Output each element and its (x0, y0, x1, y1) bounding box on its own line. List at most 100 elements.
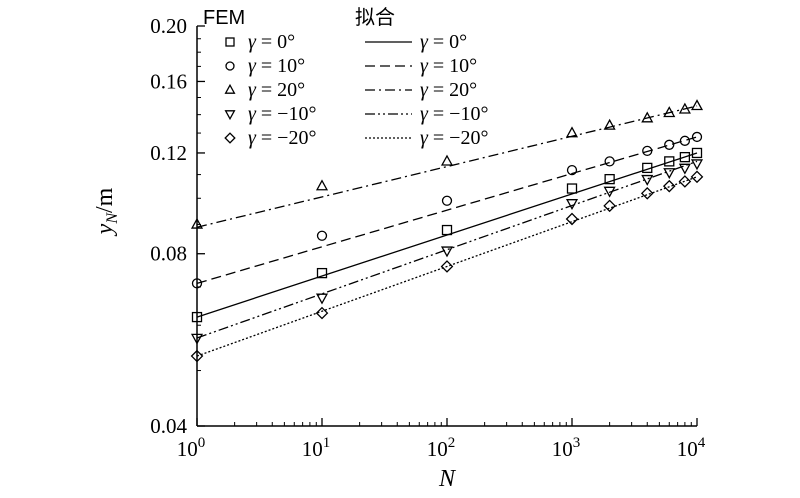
legend-value: = 10° (428, 55, 477, 77)
marker-square (642, 162, 653, 174)
marker-circle (642, 145, 653, 157)
x-tick-exponent: 3 (573, 435, 581, 451)
y-axis-title-unit: /m (92, 187, 118, 213)
legend-gamma: γ (420, 103, 429, 125)
marker-triangle-down (190, 333, 204, 345)
marker-triangle-down (315, 293, 329, 305)
y-tick-label: 0.12 (150, 141, 187, 165)
marker-diamond (678, 175, 692, 188)
fit-line-1 (196, 136, 698, 285)
marker-triangle-up (678, 102, 691, 114)
x-tick-exponent: 0 (198, 435, 206, 451)
marker-triangle-up (565, 126, 579, 138)
y-tick-label: 0.16 (150, 69, 187, 93)
marker-circle (225, 61, 235, 71)
legend-fit-label: γ = 20° (420, 79, 477, 101)
marker-triangle-up (603, 118, 616, 130)
marker-circle (191, 278, 203, 289)
marker-square (679, 151, 691, 163)
marker-triangle-down (690, 159, 704, 171)
marker-triangle-down (663, 168, 676, 180)
marker-diamond (224, 132, 236, 144)
marker-circle (604, 156, 615, 167)
marker-triangle-down (224, 110, 236, 121)
marker-diamond (662, 179, 676, 193)
marker-diamond (565, 212, 579, 226)
x-tick-label: 100 (177, 435, 206, 461)
marker-triangle-down (565, 199, 579, 211)
legend-value: = −20° (428, 127, 489, 149)
marker-triangle-up (224, 83, 236, 94)
marker-triangle-up (440, 154, 454, 166)
x-tick-exponent: 4 (698, 435, 706, 451)
marker-square (566, 183, 578, 194)
legend-fem-label: γ = 10° (248, 55, 305, 77)
marker-diamond (440, 260, 454, 273)
marker-triangle-down (678, 163, 691, 175)
legend-gamma: γ (420, 127, 429, 149)
marker-square (604, 173, 615, 185)
legend-fem-label: γ = 0° (248, 31, 295, 53)
y-tick-label: 0.20 (150, 14, 187, 38)
marker-triangle-down (440, 246, 454, 258)
marker-circle (566, 164, 578, 176)
legend-value: = 20° (428, 79, 477, 101)
legend-value: = −20° (256, 127, 317, 149)
legend-gamma: γ (248, 31, 257, 53)
marker-triangle-up (690, 99, 704, 111)
marker-diamond (690, 170, 704, 184)
marker-circle (441, 195, 453, 206)
legend-gamma: γ (420, 31, 429, 53)
marker-diamond (603, 199, 616, 213)
marker-square (664, 156, 675, 167)
marker-square (225, 37, 235, 47)
legend-fem-label: γ = −20° (248, 127, 316, 149)
marker-square (316, 267, 328, 279)
marker-triangle-down (603, 186, 616, 198)
y-axis-title-subscript: N (104, 212, 121, 225)
legend-fit-label: γ = −10° (420, 103, 488, 125)
x-tick-label: 103 (552, 435, 581, 461)
legend-gamma: γ (420, 79, 429, 101)
marker-circle (691, 131, 703, 143)
legend: FEM 拟合γ = 0° γ = 0°γ = 10° γ = 10°γ = 20° γ … (203, 6, 488, 149)
x-axis-title: N (438, 466, 457, 492)
y-axis-title-var: y (92, 223, 118, 236)
marker-circle (679, 135, 691, 146)
data-markers (190, 99, 704, 363)
legend-gamma: γ (248, 55, 257, 77)
legend-value: = 10° (256, 55, 305, 77)
legend-fit-label: γ = −20° (420, 127, 488, 149)
legend-fit-label: γ = 0° (420, 31, 467, 53)
legend-fit-label: γ = 10° (420, 55, 477, 77)
x-tick-label: 101 (302, 435, 331, 461)
marker-diamond (640, 187, 654, 200)
x-tick-exponent: 2 (448, 435, 456, 451)
legend-value: = 0° (428, 31, 467, 53)
y-tick-label: 0.04 (150, 414, 187, 438)
marker-diamond (190, 349, 204, 363)
marker-triangle-up (190, 217, 204, 229)
fit-line-4 (196, 176, 698, 357)
legend-value: = 0° (256, 31, 295, 53)
marker-square (441, 224, 453, 236)
y-tick-label: 0.08 (150, 242, 187, 266)
marker-diamond (315, 306, 329, 320)
legend-value: = −10° (428, 103, 489, 125)
legend-fem-label: γ = 20° (248, 79, 305, 101)
marker-circle (664, 139, 675, 150)
legend-value: = −10° (256, 103, 317, 125)
legend-gamma: γ (248, 127, 257, 149)
legend-value: = 20° (256, 79, 305, 101)
y-axis-title: yN/m (92, 187, 121, 236)
marker-triangle-up (663, 106, 676, 118)
marker-triangle-down (641, 174, 654, 186)
x-tick-label: 102 (427, 435, 456, 461)
legend-fem-header: FEM (203, 7, 245, 29)
legend-gamma: γ (420, 55, 429, 77)
fit-line-3 (196, 160, 698, 339)
legend-gamma: γ (248, 79, 257, 101)
legend-fit-header: 拟合 (355, 6, 395, 29)
